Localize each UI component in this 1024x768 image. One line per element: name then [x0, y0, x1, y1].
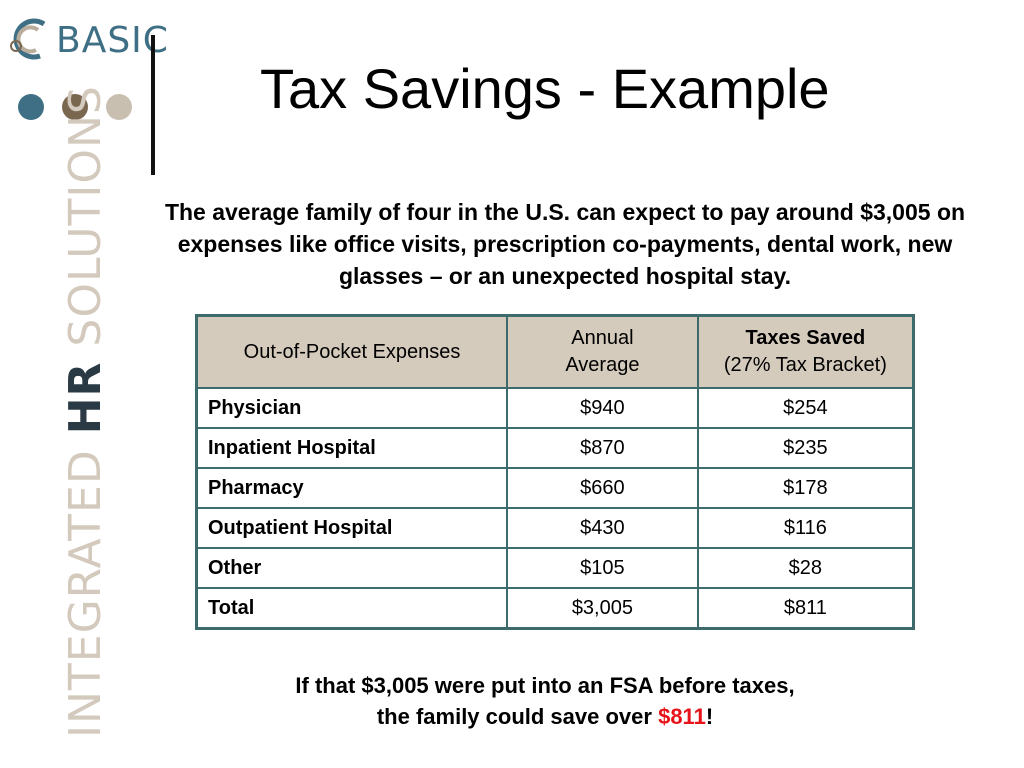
row-average: $3,005: [506, 587, 699, 630]
table-row: Pharmacy $660 $178: [195, 467, 915, 509]
row-average: $430: [506, 507, 699, 549]
row-average: $940: [506, 387, 699, 429]
tagline-solutions: SOLUTIONS: [60, 85, 111, 347]
header-expenses: Out-of-Pocket Expenses: [195, 314, 509, 389]
table-header-row: Out-of-Pocket Expenses Annual Average Tax…: [195, 314, 915, 389]
row-name: Pharmacy: [195, 467, 509, 509]
dot-brown: [62, 94, 88, 120]
footer-note: If that $3,005 were put into an FSA befo…: [150, 670, 940, 732]
row-name: Other: [195, 547, 509, 589]
expenses-table: Out-of-Pocket Expenses Annual Average Tax…: [195, 314, 915, 630]
row-saved: $178: [696, 467, 915, 509]
footer-line2-prefix: the family could save over: [376, 704, 659, 729]
footer-highlight-amount: $811: [658, 704, 706, 729]
row-average: $870: [506, 427, 699, 469]
table-row: Outpatient Hospital $430 $116: [195, 507, 915, 549]
row-saved: $254: [696, 387, 915, 429]
title-divider: [151, 35, 155, 175]
row-saved: $811: [696, 587, 915, 630]
row-saved: $28: [696, 547, 915, 589]
logo-dots: [18, 94, 132, 120]
vertical-tagline: INTEGRATED HR SOLUTIONS: [60, 85, 111, 738]
row-average: $105: [506, 547, 699, 589]
table-row: Other $105 $28: [195, 547, 915, 589]
table-row: Inpatient Hospital $870 $235: [195, 427, 915, 469]
table-row-total: Total $3,005 $811: [195, 587, 915, 630]
row-saved: $116: [696, 507, 915, 549]
row-average: $660: [506, 467, 699, 509]
intro-paragraph: The average family of four in the U.S. c…: [164, 199, 966, 289]
footer-line2-suffix: !: [705, 704, 714, 729]
header-annual-label: Annual: [571, 327, 634, 349]
tagline-integrated: INTEGRATED: [60, 449, 111, 738]
header-average-label: Average: [565, 354, 640, 376]
row-name: Total: [195, 587, 509, 630]
row-saved: $235: [696, 427, 915, 469]
logo-text: BASIC: [56, 20, 169, 61]
header-taxes-saved-label: Taxes Saved: [745, 327, 866, 349]
tagline-hr: HR: [60, 361, 111, 435]
header-annual-average: Annual Average: [506, 314, 699, 389]
row-name: Outpatient Hospital: [195, 507, 509, 549]
row-name: Physician: [195, 387, 509, 429]
dot-beige: [106, 94, 132, 120]
slide-title: Tax Savings - Example: [260, 57, 830, 120]
header-tax-bracket-label: (27% Tax Bracket): [723, 354, 887, 376]
header-expenses-label: Out-of-Pocket Expenses: [243, 340, 461, 363]
dot-blue: [18, 94, 44, 120]
footer-line1: If that $3,005 were put into an FSA befo…: [295, 673, 795, 698]
basic-logo-icon: [10, 18, 46, 60]
table-row: Physician $940 $254: [195, 387, 915, 429]
header-taxes-saved: Taxes Saved (27% Tax Bracket): [696, 314, 915, 389]
row-name: Inpatient Hospital: [195, 427, 509, 469]
